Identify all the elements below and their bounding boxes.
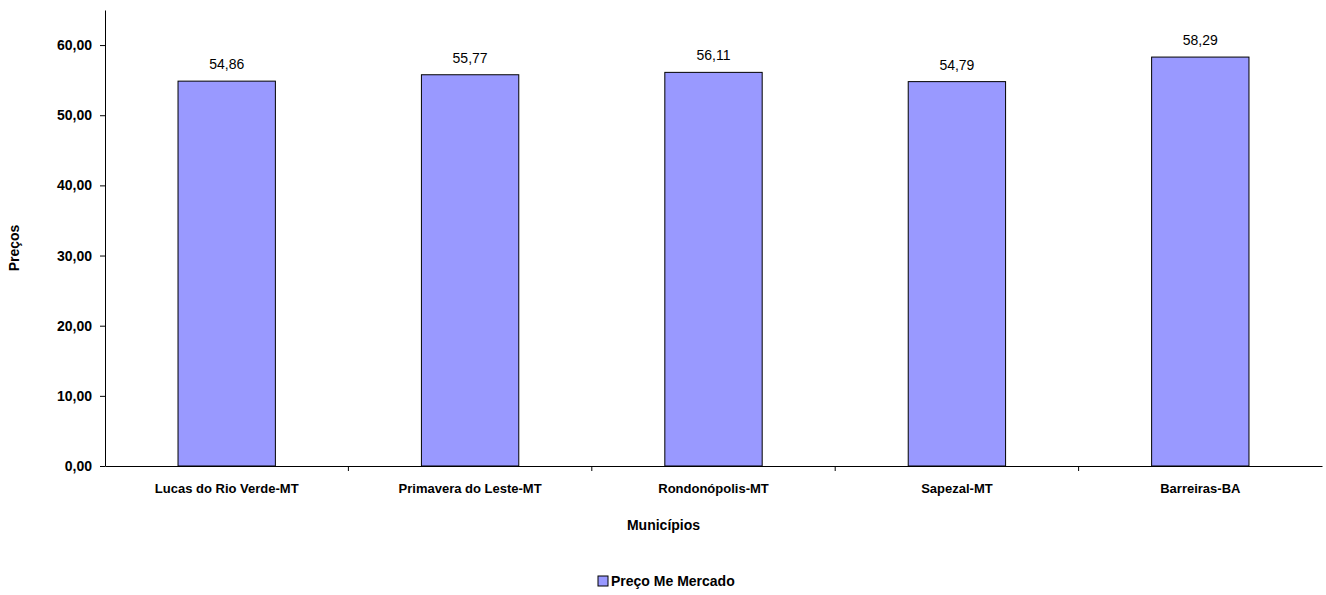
y-tick: 30,00	[57, 248, 105, 264]
x-tick: Sapezal-MT	[921, 481, 993, 496]
x-tick-label: Barreiras-BA	[1160, 481, 1241, 496]
x-axis: Lucas do Rio Verde-MT Primavera do Leste-…	[106, 467, 1323, 497]
y-tick: 10,00	[57, 388, 105, 404]
y-axis-title: Preços	[6, 224, 22, 271]
legend-label: Preço Me Mercado	[611, 573, 735, 589]
category-divider	[591, 466, 592, 471]
data-label: 56,11	[697, 47, 731, 63]
x-tick: Primavera do Leste-MT	[399, 481, 542, 496]
category-divider	[835, 466, 836, 471]
bar	[1152, 57, 1249, 466]
category-divider	[348, 466, 349, 471]
y-tick-mark	[100, 45, 105, 46]
category-dividers	[348, 466, 1078, 471]
y-tick-mark	[100, 256, 105, 257]
y-tick-label: 60,00	[57, 37, 92, 53]
x-tick-label: Primavera do Leste-MT	[399, 481, 542, 496]
y-tick-mark	[100, 466, 105, 467]
data-label: 54,79	[939, 57, 974, 73]
x-axis-title: Municípios	[627, 517, 700, 533]
legend: Preço Me Mercado	[598, 573, 735, 589]
y-tick-mark	[100, 326, 105, 327]
bar	[665, 72, 762, 466]
y-tick-mark	[100, 396, 105, 397]
y-tick: 40,00	[57, 177, 105, 193]
data-label: 55,77	[453, 50, 488, 66]
bar	[421, 75, 518, 466]
x-tick: Lucas do Rio Verde-MT	[155, 481, 299, 496]
y-axis: 0,00 10,00 20,00 30,00 40,00 50,00 60,00	[57, 11, 106, 474]
y-axis-line	[105, 11, 106, 467]
data-label: 58,29	[1183, 32, 1218, 48]
legend-swatch	[598, 576, 608, 586]
category-divider	[1078, 466, 1079, 471]
x-tick-label: Lucas do Rio Verde-MT	[155, 481, 299, 496]
x-axis-line	[106, 466, 1323, 467]
x-tick: Rondonópolis-MT	[658, 481, 769, 496]
x-tick: Barreiras-BA	[1160, 481, 1241, 496]
y-tick-mark	[100, 115, 105, 116]
y-tick-label: 10,00	[57, 388, 92, 404]
y-tick-label: 0,00	[65, 458, 92, 474]
data-labels: 54,86 55,77 56,11 54,79 58,29	[209, 32, 1218, 73]
x-tick-label: Rondonópolis-MT	[658, 481, 769, 496]
data-label: 54,86	[209, 56, 244, 72]
y-tick: 50,00	[57, 107, 105, 123]
y-tick-label: 40,00	[57, 177, 92, 193]
bars	[178, 57, 1249, 466]
x-tick-label: Sapezal-MT	[921, 481, 993, 496]
y-tick: 0,00	[65, 458, 105, 474]
y-tick: 20,00	[57, 318, 105, 334]
bar	[178, 81, 275, 466]
bar	[908, 82, 1005, 466]
y-tick-label: 20,00	[57, 318, 92, 334]
y-tick-mark	[100, 185, 105, 186]
chart: 0,00 10,00 20,00 30,00 40,00 50,00 60,00 Lucas …	[0, 0, 1326, 595]
y-tick-label: 30,00	[57, 248, 92, 264]
y-tick: 60,00	[57, 37, 105, 53]
y-tick-label: 50,00	[57, 107, 92, 123]
